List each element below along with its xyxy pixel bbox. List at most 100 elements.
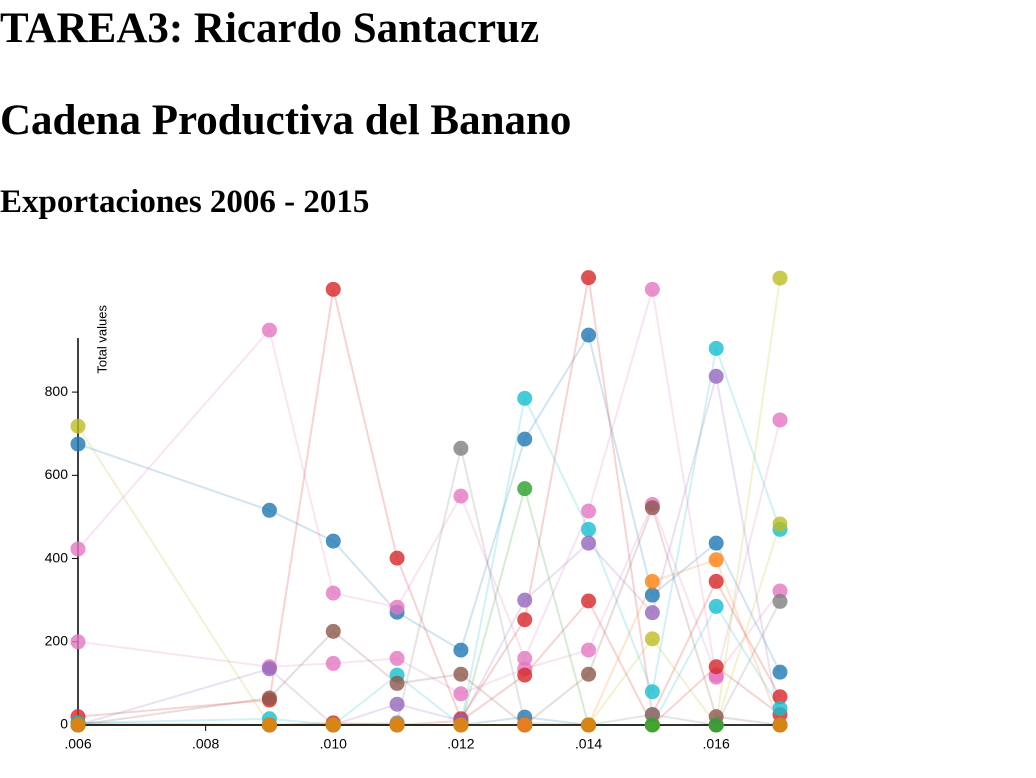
data-point (261, 502, 277, 518)
data-point (772, 583, 788, 599)
data-point (389, 650, 405, 666)
x-tick-label: .014 (575, 736, 602, 752)
series-line (78, 599, 781, 727)
data-point (70, 717, 86, 733)
y-tick-label: 600 (45, 466, 69, 482)
data-point (389, 696, 405, 712)
y-axis-label: Total values (95, 305, 110, 374)
data-point (708, 659, 724, 675)
data-point (581, 717, 597, 733)
data-point (644, 573, 660, 589)
data-point (517, 667, 533, 683)
data-point (644, 587, 660, 603)
data-point (517, 717, 533, 733)
page-title: TAREA3: Ricardo Santacruz (0, 5, 540, 52)
data-point (772, 664, 788, 680)
data-point (581, 503, 597, 519)
data-point (325, 717, 341, 733)
y-tick-label: 0 (60, 716, 68, 732)
data-point (644, 605, 660, 621)
data-point (644, 707, 660, 723)
section-title: Exportaciones 2006 - 2015 (0, 184, 370, 220)
data-point (644, 684, 660, 700)
data-point (772, 516, 788, 532)
data-point (644, 281, 660, 297)
data-point (708, 717, 724, 733)
series-line (77, 501, 781, 695)
series-line (77, 289, 781, 678)
series-line (78, 484, 780, 726)
data-point (581, 521, 597, 537)
data-point (261, 661, 277, 677)
data-point (708, 573, 724, 589)
dots-layer (70, 270, 788, 733)
y-tick-label: 800 (45, 383, 69, 399)
x-tick-label: .016 (703, 736, 730, 752)
data-point (772, 700, 788, 716)
axes-layer: 0 200 400 600 800 .006 .008 .010 .012 .014 .016 (45, 338, 780, 752)
lines-layer (77, 277, 781, 728)
series-line (77, 376, 781, 727)
data-point (70, 436, 86, 452)
data-point (708, 368, 724, 384)
data-point (644, 717, 660, 733)
data-point (453, 488, 469, 504)
data-point (772, 593, 788, 609)
data-point (581, 535, 597, 551)
y-tick-label: 200 (45, 632, 69, 648)
page-subtitle: Cadena Productiva del Banano (0, 97, 572, 144)
data-point (517, 431, 533, 447)
data-point (453, 717, 469, 733)
data-point (581, 327, 597, 343)
data-point (517, 390, 533, 406)
data-point (325, 623, 341, 639)
data-point (325, 655, 341, 671)
data-point (517, 650, 533, 666)
data-point (453, 642, 469, 658)
data-point (261, 322, 277, 338)
x-tick-label: .012 (447, 736, 474, 752)
data-point (70, 418, 86, 434)
data-point (453, 666, 469, 682)
data-point (772, 412, 788, 428)
x-tick-label: .008 (192, 736, 219, 752)
data-point (453, 686, 469, 702)
data-point (517, 481, 533, 497)
data-point (581, 593, 597, 609)
data-point (70, 634, 86, 650)
data-point (261, 690, 277, 706)
data-point (325, 533, 341, 549)
data-point (581, 270, 597, 286)
series-line (78, 277, 781, 726)
data-point (644, 500, 660, 516)
data-point (708, 598, 724, 614)
data-point (389, 550, 405, 566)
data-point (453, 440, 469, 456)
series-line (77, 277, 781, 721)
x-tick-label: .010 (320, 736, 347, 752)
data-point (389, 675, 405, 691)
data-point (389, 717, 405, 733)
data-point (261, 717, 277, 733)
data-point (581, 642, 597, 658)
data-point (70, 541, 86, 557)
data-point (517, 612, 533, 628)
data-point (708, 340, 724, 356)
x-tick-label: .006 (64, 736, 91, 752)
data-point (517, 592, 533, 608)
data-point (325, 281, 341, 297)
y-tick-label: 400 (45, 549, 69, 565)
series-line (77, 332, 781, 673)
data-point (772, 689, 788, 705)
data-point (389, 599, 405, 615)
data-point (708, 552, 724, 568)
data-point (772, 717, 788, 733)
data-point (325, 585, 341, 601)
data-point (772, 270, 788, 286)
data-point (581, 666, 597, 682)
data-point (644, 631, 660, 647)
data-point (708, 535, 724, 551)
series-line (77, 344, 781, 727)
